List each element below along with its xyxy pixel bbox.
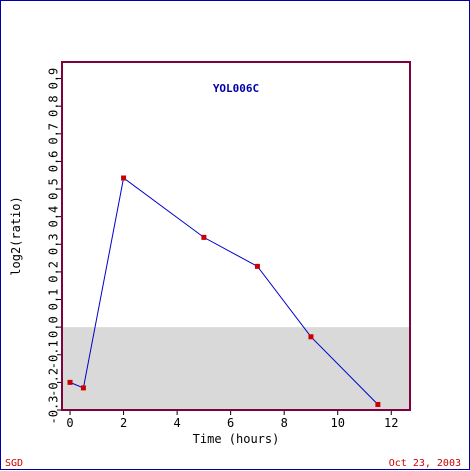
data-point-marker (67, 379, 73, 385)
y-tick-label: 0.5 (47, 178, 61, 200)
y-tick-label: 0.8 (47, 95, 61, 117)
x-tick-label: 8 (281, 416, 288, 430)
y-axis-label: log2(ratio) (9, 196, 23, 275)
x-tick-label: 6 (227, 416, 234, 430)
baseline-shaded-band (62, 327, 410, 410)
y-tick-label: -0.3 (47, 396, 61, 425)
plot-frame (61, 61, 411, 411)
x-tick-label: 12 (384, 416, 398, 430)
y-tick-label: -0.2 (47, 368, 61, 397)
x-tick-label: 0 (66, 416, 73, 430)
y-tick-label: 0.1 (47, 289, 61, 311)
x-axis-ticks: 0 2 4 6 8 10 12 (66, 410, 398, 430)
data-point-marker (121, 175, 127, 181)
y-tick-label: 0.4 (47, 206, 61, 228)
data-point-marker (308, 334, 314, 340)
y-tick-label: 0.3 (47, 233, 61, 255)
footer-date-label: Oct 23, 2003 (389, 458, 461, 469)
y-tick-label: 0.0 (47, 316, 61, 338)
y-tick-label: 0.6 (47, 151, 61, 173)
y-tick-label: -0.1 (47, 340, 61, 369)
x-axis-label: Time (hours) (193, 432, 280, 446)
chart-title: YOL006C (213, 82, 259, 95)
data-point-marker (375, 401, 381, 407)
y-axis-ticks: -0.3-0.2-0.1 0.0 0.1 0.2 0.3 0.4 0.5 0.6 0.7 0.8 0… (47, 68, 62, 425)
y-tick-label: 0.2 (47, 261, 61, 283)
y-tick-label: 0.9 (47, 68, 61, 90)
x-tick-label: 2 (120, 416, 127, 430)
data-point-marker (80, 385, 86, 391)
data-point-marker (201, 234, 207, 240)
x-tick-label: 4 (173, 416, 180, 430)
data-point-marker (254, 263, 260, 269)
x-tick-label: 10 (330, 416, 344, 430)
footer-source-label: SGD (5, 458, 23, 469)
series-markers (67, 175, 381, 407)
y-tick-label: 0.7 (47, 123, 61, 145)
